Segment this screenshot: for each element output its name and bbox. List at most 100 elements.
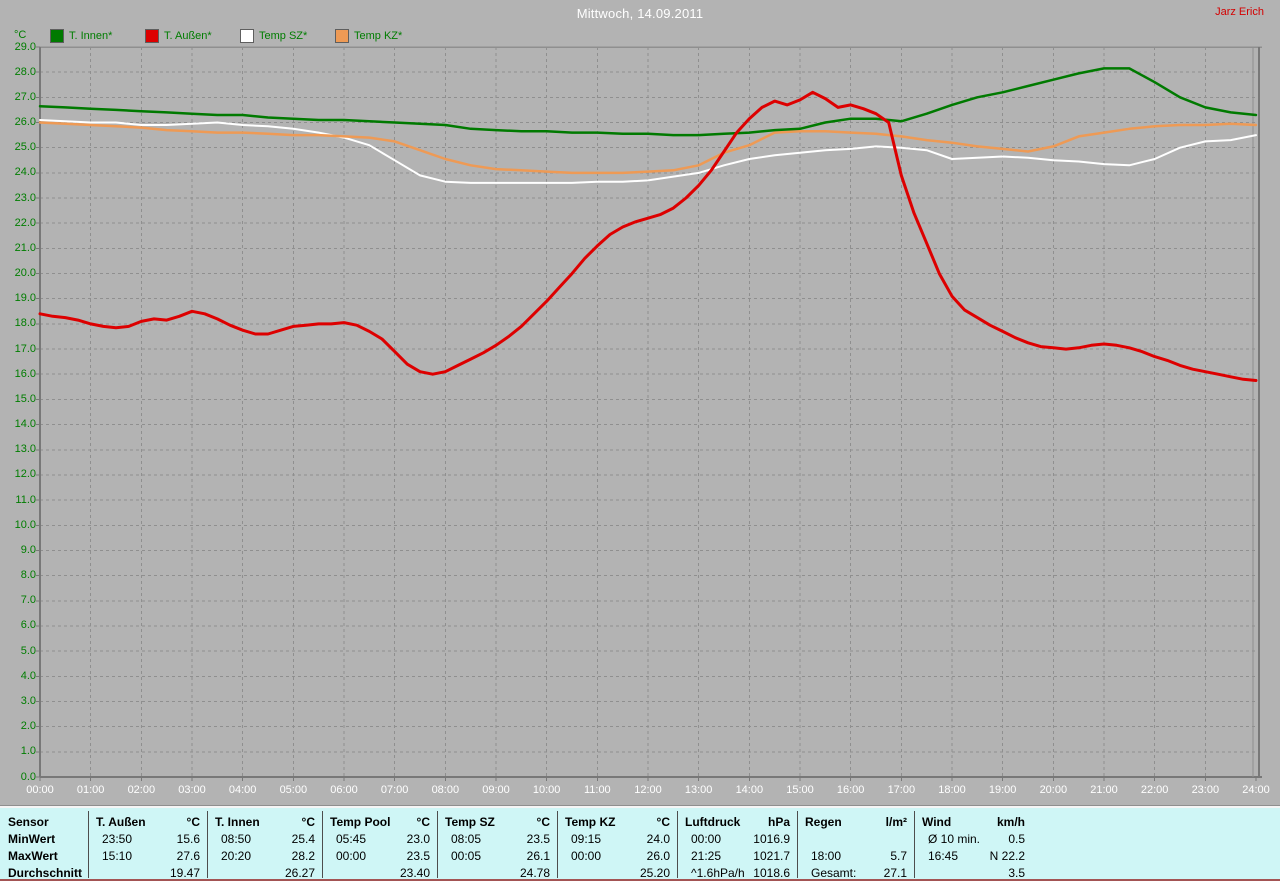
y-tick-label: 20.0 xyxy=(14,267,36,280)
stats-value-cell: 5.7 xyxy=(890,849,907,863)
x-tick-label: 16:00 xyxy=(836,784,865,796)
stats-time-cell: 18:00 xyxy=(811,849,842,863)
stats-time-cell: 23:50 xyxy=(102,832,133,846)
y-tick-label: 22.0 xyxy=(14,216,36,229)
legend-item-temp-sz[interactable]: Temp SZ* xyxy=(240,29,307,43)
x-tick-label: 23:00 xyxy=(1191,784,1220,796)
stats-time-cell: 21:25 xyxy=(691,849,722,863)
stats-value-cell: 27.6 xyxy=(176,849,200,863)
stats-column-unit: °C xyxy=(656,815,670,829)
x-tick-label: 02:00 xyxy=(127,784,156,796)
stats-column-unit: °C xyxy=(186,815,200,829)
y-tick-label: 4.0 xyxy=(20,669,36,682)
legend-label-temp-kz: Temp KZ* xyxy=(354,30,403,42)
stats-value-cell: 0.5 xyxy=(1008,832,1025,846)
stats-time-cell: 08:05 xyxy=(451,832,482,846)
stats-column-unit: °C xyxy=(301,815,315,829)
stats-value-cell: 23.0 xyxy=(406,832,430,846)
stats-time-cell: 00:00 xyxy=(336,849,367,863)
stats-value-cell: 27.1 xyxy=(883,866,907,880)
x-tick-label: 10:00 xyxy=(532,784,561,796)
y-tick-label: 9.0 xyxy=(20,543,36,556)
stats-time-cell: Ø 10 min. xyxy=(928,832,981,846)
y-tick-label: 23.0 xyxy=(14,191,36,204)
x-tick-label: 17:00 xyxy=(887,784,916,796)
stats-time-cell: 20:20 xyxy=(221,849,252,863)
stats-column-header: Temp SZ xyxy=(445,815,495,829)
stats-column-header: Temp Pool xyxy=(330,815,391,829)
stats-column-header: Luftdruck xyxy=(685,815,741,829)
stats-column-unit: hPa xyxy=(767,815,790,829)
y-tick-label: 17.0 xyxy=(14,342,36,355)
stats-value-cell: 25.4 xyxy=(291,832,315,846)
stats-column-temp-kz: Temp KZ °C 09:15 24.0 00:00 26.0 25.20 xyxy=(557,811,678,880)
x-tick-label: 19:00 xyxy=(988,784,1017,796)
stats-time-cell: ^1.6hPa/h xyxy=(691,866,745,880)
y-tick-label: 28.0 xyxy=(14,65,36,78)
stats-row-labels: Sensor MinWert MaxWert Durchschnitt xyxy=(0,811,88,880)
x-tick-label: 18:00 xyxy=(938,784,966,796)
x-tick-label: 14:00 xyxy=(735,784,764,796)
stats-value-cell: 1018.6 xyxy=(753,866,790,880)
stats-column-header: Temp KZ xyxy=(565,815,616,829)
stats-value-cell: 24.78 xyxy=(519,866,550,880)
legend-swatch-temp-sz xyxy=(240,29,254,43)
y-tick-label: 12.0 xyxy=(14,468,36,481)
x-tick-label: 08:00 xyxy=(431,784,460,796)
x-tick-label: 12:00 xyxy=(634,784,662,796)
legend-item-t-innen[interactable]: T. Innen* xyxy=(50,29,112,43)
stats-value-cell: 23.5 xyxy=(526,832,550,846)
x-tick-label: 15:00 xyxy=(786,784,814,796)
stats-row-label: MinWert xyxy=(8,832,56,846)
stats-value-cell: 26.27 xyxy=(284,866,315,880)
user-label: Jarz Erich xyxy=(1215,6,1264,18)
stats-column-header: Regen xyxy=(805,815,842,829)
x-tick-label: 04:00 xyxy=(228,784,257,796)
stats-row-label: Sensor xyxy=(8,815,49,829)
y-tick-label: 0.0 xyxy=(20,770,36,783)
x-tick-label: 05:00 xyxy=(279,784,308,796)
stats-value-cell: 25.20 xyxy=(639,866,670,880)
stats-value-cell: 24.0 xyxy=(646,832,670,846)
y-tick-label: 7.0 xyxy=(20,594,36,607)
y-tick-label: 27.0 xyxy=(14,90,36,103)
y-tick-label: 24.0 xyxy=(14,166,36,179)
stats-column-regen: Regen l/m² 18:00 5.7 Gesamt: 27.1 xyxy=(797,811,915,880)
x-tick-label: 07:00 xyxy=(380,784,409,796)
series-line-temp-kz xyxy=(38,121,1258,175)
stats-value-cell: 23.5 xyxy=(406,849,430,863)
y-tick-label: 13.0 xyxy=(14,443,36,456)
series-line-temp-sz xyxy=(39,119,1257,184)
legend-item-t-aussen[interactable]: T. Außen* xyxy=(145,29,212,43)
stats-column-unit: °C xyxy=(536,815,550,829)
legend-label-temp-sz: Temp SZ* xyxy=(259,30,308,42)
x-tick-label: 01:00 xyxy=(76,784,105,796)
sensor-stats-table: Sensor MinWert MaxWert Durchschnitt T. Außen… xyxy=(0,806,1280,881)
stats-column-temp-sz: Temp SZ °C 08:05 23.5 00:05 26.1 24.78 xyxy=(437,811,558,880)
stats-column-luftdruck: Luftdruck hPa 00:00 1016.9 21:25 1021.7 ^1.6hP… xyxy=(677,811,798,880)
stats-time-cell: 09:15 xyxy=(571,832,602,846)
x-tick-label: 00:00 xyxy=(26,784,54,796)
y-tick-label: 25.0 xyxy=(14,141,36,154)
y-tick-label: 8.0 xyxy=(20,569,36,582)
stats-value-cell: 28.2 xyxy=(291,849,315,863)
table-top-divider xyxy=(0,805,1280,806)
x-tick-label: 06:00 xyxy=(330,784,358,796)
stats-column-wind: Wind km/h Ø 10 min. 0.5 16:45 N 22.2 3.5 xyxy=(914,811,1033,880)
x-tick-label: 13:00 xyxy=(684,784,713,796)
y-tick-label: 1.0 xyxy=(20,745,36,758)
legend-swatch-temp-kz xyxy=(335,29,349,43)
y-tick-label: 3.0 xyxy=(20,694,36,707)
x-tick-label: 24:00 xyxy=(1242,784,1270,796)
stats-column-unit: °C xyxy=(416,815,430,829)
stats-value-cell: 19.47 xyxy=(169,866,200,880)
x-tick-label: 03:00 xyxy=(178,784,206,796)
stats-time-cell: 15:10 xyxy=(102,849,133,863)
legend-item-temp-kz[interactable]: Temp KZ* xyxy=(335,29,402,43)
y-tick-label: 19.0 xyxy=(14,292,36,305)
page-title: Mittwoch, 14.09.2011 xyxy=(576,6,704,21)
stats-column-header: Wind xyxy=(922,815,952,829)
y-tick-label: 11.0 xyxy=(15,493,36,506)
stats-value-cell: 3.5 xyxy=(1008,866,1025,880)
stats-column-temp-pool: Temp Pool °C 05:45 23.0 00:00 23.5 23.40 xyxy=(322,811,438,880)
